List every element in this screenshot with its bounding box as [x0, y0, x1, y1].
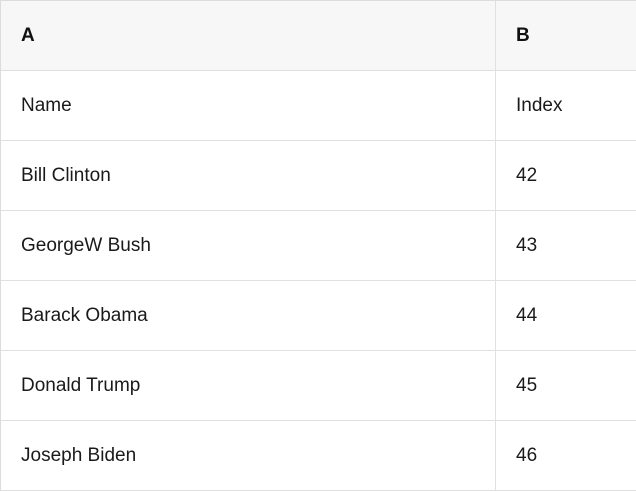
- cell-a3[interactable]: GeorgeW Bush: [1, 211, 496, 281]
- cell-b5-text: 45: [516, 374, 538, 396]
- cell-b1[interactable]: Index: [496, 71, 636, 141]
- cell-a6-text: Joseph Biden: [21, 444, 137, 466]
- cell-b5[interactable]: 45: [496, 351, 636, 421]
- cell-b4[interactable]: 44: [496, 281, 636, 351]
- column-header-b[interactable]: B: [496, 1, 636, 71]
- cell-a1[interactable]: Name: [1, 71, 496, 141]
- cell-b1-text: Index: [516, 94, 563, 116]
- cell-b2[interactable]: 42: [496, 141, 636, 211]
- cell-a5[interactable]: Donald Trump: [1, 351, 496, 421]
- column-header-a-label: A: [21, 24, 35, 46]
- cell-a5-text: Donald Trump: [21, 374, 141, 396]
- cell-b4-text: 44: [516, 304, 538, 326]
- cell-b3[interactable]: 43: [496, 211, 636, 281]
- cell-a2-text: Bill Clinton: [21, 164, 111, 186]
- cell-a4-text: Barack Obama: [21, 304, 148, 326]
- cell-a1-text: Name: [21, 94, 72, 116]
- column-header-a[interactable]: A: [1, 1, 496, 71]
- cell-b6[interactable]: 46: [496, 421, 636, 491]
- cell-a4[interactable]: Barack Obama: [1, 281, 496, 351]
- cell-a6[interactable]: Joseph Biden: [1, 421, 496, 491]
- cell-b6-text: 46: [516, 444, 538, 466]
- column-header-b-label: B: [516, 24, 530, 46]
- cell-a3-text: GeorgeW Bush: [21, 234, 151, 256]
- cell-b2-text: 42: [516, 164, 538, 186]
- cell-a2[interactable]: Bill Clinton: [1, 141, 496, 211]
- cell-b3-text: 43: [516, 234, 538, 256]
